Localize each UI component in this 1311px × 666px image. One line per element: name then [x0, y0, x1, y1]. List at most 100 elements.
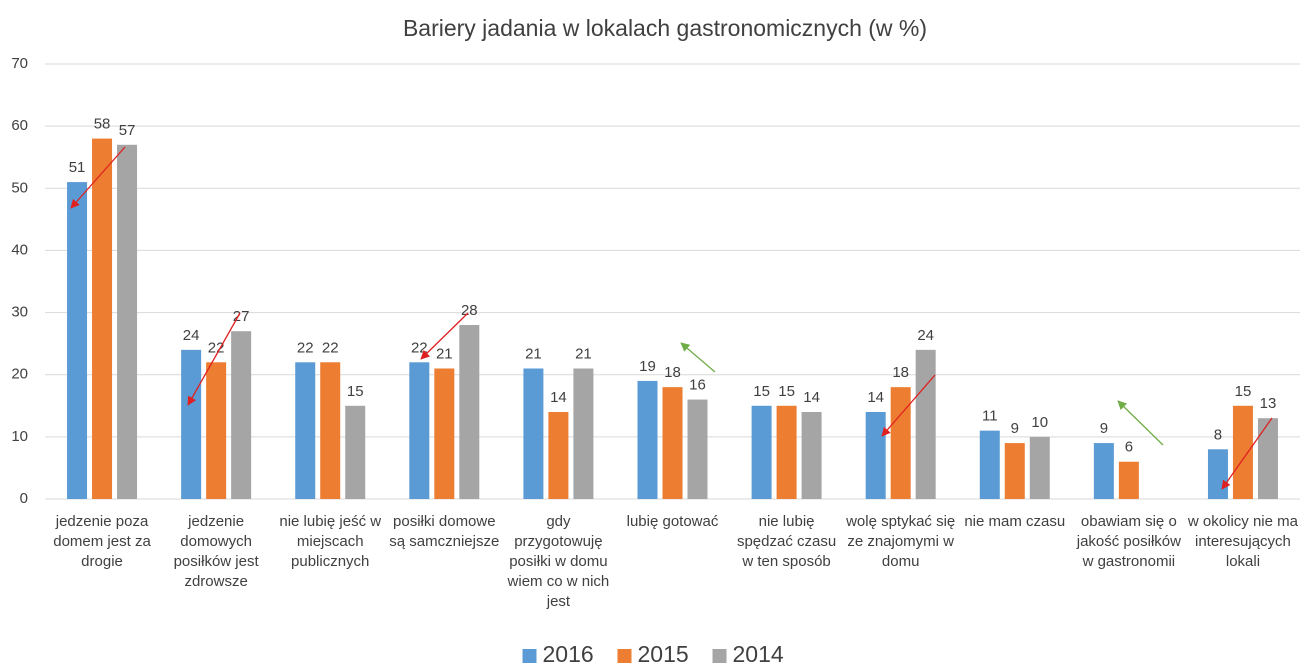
y-tick-label: 50 — [11, 179, 28, 196]
bar — [890, 387, 911, 499]
bar — [687, 399, 708, 499]
bar — [915, 349, 936, 499]
bar — [1029, 436, 1050, 499]
chart-title: Bariery jadania w lokalach gastronomiczn… — [403, 15, 927, 41]
legend-label: 2014 — [733, 641, 784, 666]
bar — [1004, 443, 1025, 499]
data-label: 22 — [297, 339, 314, 356]
bar — [523, 368, 544, 499]
x-tick-label: lubię gotować — [626, 513, 719, 530]
trend-arrow — [680, 342, 716, 373]
data-label: 22 — [208, 339, 225, 356]
y-tick-label: 70 — [11, 55, 28, 72]
bar — [295, 362, 316, 499]
bar — [1093, 443, 1114, 499]
bar — [459, 325, 480, 499]
bar — [345, 405, 366, 499]
data-label: 21 — [436, 345, 453, 362]
data-label: 21 — [525, 345, 542, 362]
x-tick-label: jedzenie poza domem jest za drogie — [53, 513, 151, 570]
data-label: 14 — [803, 389, 820, 406]
x-tick-label: obawiam się o jakość posiłków w gastrono… — [1076, 513, 1181, 570]
x-tick-label: nie mam czasu — [964, 513, 1066, 530]
x-tick-label: w okolicy nie ma interesujących lokali — [1187, 513, 1298, 570]
data-label: 18 — [664, 364, 681, 381]
data-label: 21 — [575, 345, 592, 362]
data-label: 14 — [550, 389, 567, 406]
bar — [573, 368, 594, 499]
data-label: 18 — [892, 364, 909, 381]
data-label: 11 — [982, 408, 998, 425]
data-label: 51 — [69, 159, 86, 176]
data-label: 22 — [322, 339, 339, 356]
legend-swatch — [712, 649, 727, 663]
bar — [776, 405, 797, 499]
data-label: 58 — [94, 116, 111, 133]
data-label: 16 — [689, 377, 706, 394]
y-tick-label: 0 — [20, 490, 28, 507]
data-label: 28 — [461, 302, 478, 319]
trend-arrow — [1221, 417, 1273, 490]
data-label: 24 — [183, 327, 200, 344]
data-label: 8 — [1214, 426, 1222, 443]
legend-swatch — [617, 649, 632, 663]
trend-arrow — [1117, 400, 1164, 446]
trend-arrow — [70, 146, 126, 209]
bar — [434, 368, 455, 499]
data-label: 15 — [778, 383, 795, 400]
bar — [637, 380, 658, 499]
data-label: 9 — [1011, 420, 1019, 437]
data-label: 57 — [119, 122, 136, 139]
data-label: 19 — [639, 358, 656, 375]
x-tick-label: jedzenie domowych posiłków jest zdrowsze — [173, 513, 259, 590]
bar — [979, 430, 1000, 499]
x-tick-label: posiłki domowe są samczniejsze — [389, 513, 500, 550]
bar — [117, 144, 138, 500]
data-label: 6 — [1125, 439, 1133, 456]
data-label: 15 — [1235, 383, 1252, 400]
bar — [231, 331, 252, 499]
data-label: 15 — [347, 383, 364, 400]
data-label: 22 — [411, 339, 428, 356]
legend-label: 2015 — [638, 641, 689, 666]
data-label: 13 — [1260, 395, 1277, 412]
y-tick-label: 60 — [11, 117, 28, 134]
bar — [548, 412, 569, 499]
bar — [865, 412, 886, 499]
x-tick-label: wolę sptykać się ze znajomymi w domu — [846, 513, 956, 570]
data-label: 15 — [753, 383, 770, 400]
bar — [1257, 418, 1278, 499]
annotation-arrows — [70, 146, 1273, 490]
trend-arrow — [187, 312, 241, 406]
bar — [1118, 461, 1139, 499]
y-tick-label: 40 — [11, 241, 28, 258]
bar — [1207, 449, 1228, 499]
y-tick-label: 30 — [11, 304, 28, 321]
data-label: 24 — [917, 327, 934, 344]
x-tick-label: gdy przygotowuję posiłki w domu wiem co … — [507, 513, 610, 610]
legend-label: 2016 — [543, 641, 594, 666]
bar — [92, 138, 113, 500]
data-label: 14 — [867, 389, 884, 406]
data-label: 9 — [1100, 420, 1108, 437]
trend-arrow — [420, 312, 469, 360]
bar — [320, 362, 341, 499]
bar — [206, 362, 227, 499]
legend-swatch — [522, 649, 537, 663]
trend-arrow — [881, 374, 936, 437]
bar — [181, 349, 202, 499]
bar — [751, 405, 772, 499]
bar — [801, 412, 822, 499]
x-tick-label: nie lubię jeść w miejscach publicznych — [279, 513, 382, 570]
bar — [409, 362, 430, 499]
data-label: 10 — [1031, 414, 1048, 431]
bar — [1232, 405, 1253, 499]
y-tick-label: 10 — [11, 428, 28, 445]
y-tick-label: 20 — [11, 366, 28, 383]
data-label: 27 — [233, 308, 250, 325]
x-tick-label: nie lubię spędzać czasu w ten sposób — [736, 513, 837, 570]
bar — [662, 387, 683, 499]
bar — [67, 182, 88, 500]
